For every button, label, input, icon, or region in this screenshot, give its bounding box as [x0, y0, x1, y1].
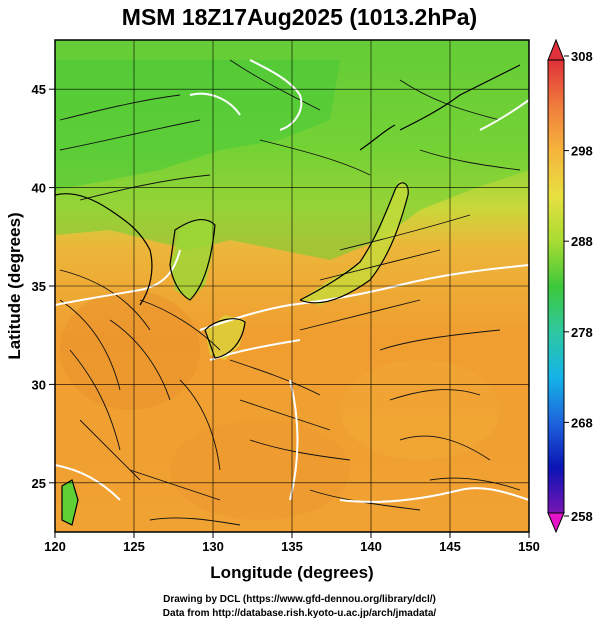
x-axis-label: Longitude (degrees)	[210, 563, 373, 582]
colorbar-top-arrow	[547, 38, 565, 61]
temperature-contours	[55, 59, 529, 503]
x-tick-label: 125	[123, 539, 145, 554]
y-tick-label: 30	[32, 377, 46, 392]
colorbar-tick-label: 268	[571, 415, 593, 430]
y-tick-label: 40	[32, 181, 46, 196]
colorbar-scale	[547, 59, 565, 514]
colorbar-tick-label: 308	[571, 49, 593, 64]
colorbar-tick-label: 298	[571, 144, 593, 159]
colorbar-ticks: 308 298 288 278 268 258	[564, 49, 593, 524]
x-tick-label: 135	[281, 539, 303, 554]
colorbar-tick-label: 258	[571, 509, 593, 524]
colorbar: 308 298 288 278 268 258	[547, 38, 593, 534]
lat-lon-grid	[55, 40, 529, 532]
x-axis-ticks: 120 125 130 135 140 145 150	[44, 532, 540, 554]
x-tick-label: 145	[439, 539, 461, 554]
footer-credit: Drawing by DCL (https://www.gfd-dennou.o…	[163, 594, 436, 605]
x-tick-label: 140	[360, 539, 382, 554]
y-tick-label: 45	[32, 82, 46, 97]
y-tick-label: 25	[32, 476, 46, 491]
footer-source: Data from http://database.rish.kyoto-u.a…	[162, 608, 437, 619]
y-axis-label: Latitude (degrees)	[5, 212, 24, 359]
colorbar-tick-label: 288	[571, 234, 593, 249]
y-tick-label: 35	[32, 279, 46, 294]
colorbar-bottom-arrow	[547, 512, 565, 534]
x-tick-label: 130	[202, 539, 224, 554]
streamlines	[59, 59, 521, 526]
colorbar-tick-label: 278	[571, 325, 593, 340]
map-title: MSM 18Z17Aug2025 (1013.2hPa)	[121, 4, 478, 30]
x-tick-label: 150	[518, 539, 540, 554]
coastlines	[55, 64, 521, 526]
y-axis-ticks: 25 30 35 40 45	[32, 82, 55, 491]
x-tick-label: 120	[44, 539, 66, 554]
